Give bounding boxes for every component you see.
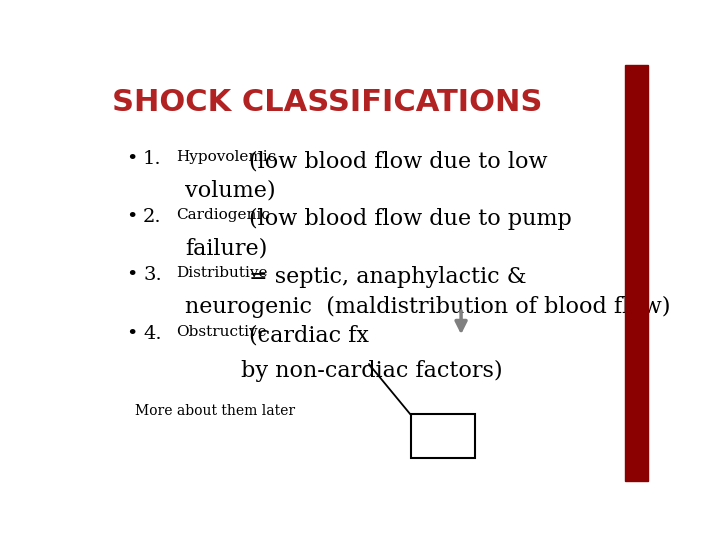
Text: •: •: [126, 150, 138, 168]
Text: = septic, anaphylactic &: = septic, anaphylactic &: [249, 266, 526, 288]
Text: Cardiogenic: Cardiogenic: [176, 208, 270, 222]
Text: 1.: 1.: [143, 150, 161, 168]
Text: (cardiac fx: (cardiac fx: [249, 325, 369, 347]
Bar: [624, 65, 648, 481]
Bar: [411, 414, 475, 458]
Text: (low blood flow due to low: (low blood flow due to low: [249, 150, 547, 172]
Text: failure): failure): [185, 238, 267, 259]
Text: Hypovolemic: Hypovolemic: [176, 150, 276, 164]
Text: neurogenic  (maldistribution of blood flow): neurogenic (maldistribution of blood flo…: [185, 295, 670, 318]
Text: More about them later: More about them later: [135, 404, 294, 417]
Text: by non-cardiac factors): by non-cardiac factors): [240, 360, 503, 382]
Text: volume): volume): [185, 179, 276, 201]
Text: •: •: [126, 266, 138, 285]
Text: (low blood flow due to pump: (low blood flow due to pump: [249, 208, 572, 231]
Text: Distributive: Distributive: [176, 266, 268, 280]
Text: •: •: [126, 325, 138, 343]
Text: 2.: 2.: [143, 208, 161, 226]
Text: Obstructive: Obstructive: [176, 325, 267, 339]
Text: 3.: 3.: [143, 266, 162, 285]
Text: SHOCK CLASSIFICATIONS: SHOCK CLASSIFICATIONS: [112, 87, 543, 117]
Text: 4.: 4.: [143, 325, 161, 343]
Text: •: •: [126, 208, 138, 226]
